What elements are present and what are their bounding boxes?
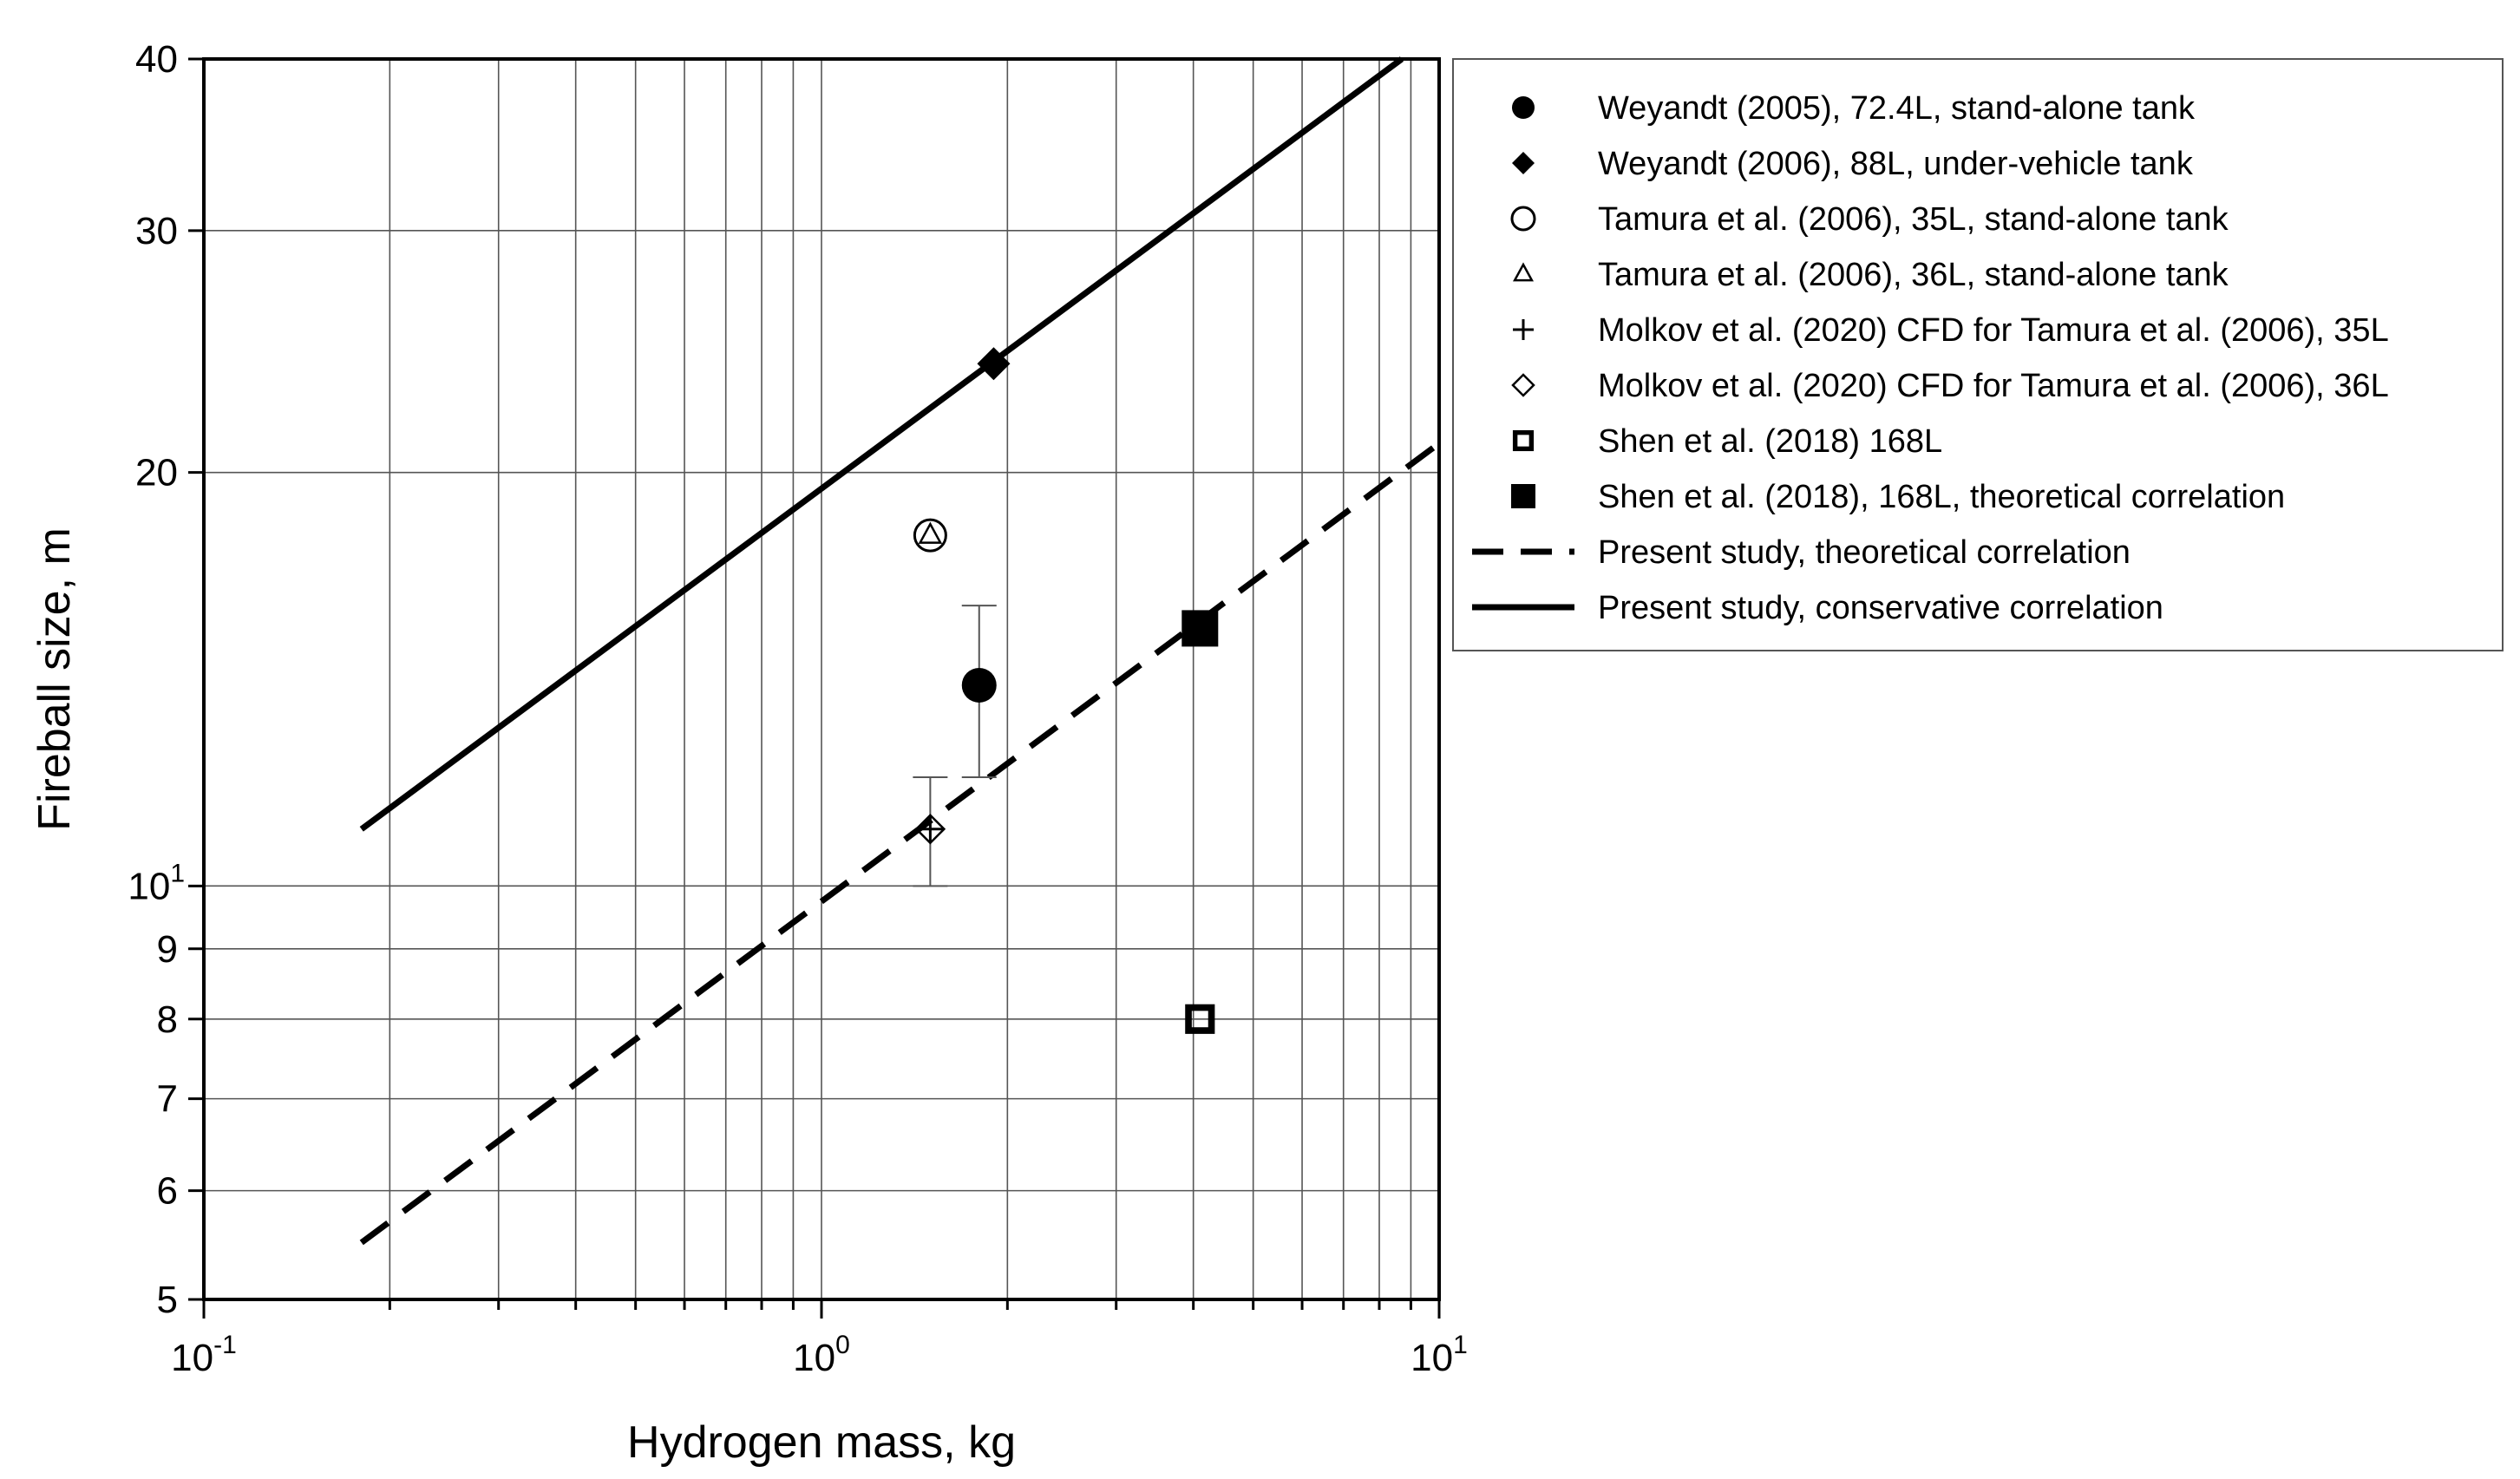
legend-swatch-open-triangle xyxy=(1512,262,1535,282)
y-tick-label: 8 xyxy=(157,998,178,1041)
legend-label: Present study, conservative correlation xyxy=(1598,590,2163,626)
legend-swatch-filled-circle xyxy=(1512,96,1535,119)
data-point-open-square xyxy=(1185,1004,1215,1034)
legend-swatch-filled-square xyxy=(1511,484,1535,508)
legend-swatch-open-diamond xyxy=(1511,373,1535,397)
theoretical-correlation-line xyxy=(359,441,1442,1246)
legend-box xyxy=(1452,58,2504,651)
y-tick-label: 7 xyxy=(157,1078,178,1121)
legend-label: Weyandt (2005), 72.4L, stand-alone tank xyxy=(1598,90,2196,127)
correlation-lines xyxy=(359,56,1442,1246)
legend-swatch-plus xyxy=(1513,319,1534,340)
grid xyxy=(203,58,1440,1300)
legend-swatch-filled-diamond xyxy=(1512,152,1535,174)
y-tick-label: 6 xyxy=(157,1170,178,1213)
y-tick-label: 5 xyxy=(157,1279,178,1321)
legend-label: Weyandt (2006), 88L, under-vehicle tank xyxy=(1598,146,2194,182)
legend-label: Shen et al. (2018) 168L xyxy=(1598,423,1942,460)
y-tick-label: 30 xyxy=(135,210,178,252)
legend-label: Tamura et al. (2006), 36L, stand-alone t… xyxy=(1598,257,2229,293)
legend-label: Molkov et al. (2020) CFD for Tamura et a… xyxy=(1598,368,2389,404)
y-tick-label: 9 xyxy=(157,928,178,971)
data-point-open-triangle xyxy=(918,521,943,544)
conservative-correlation-line xyxy=(359,56,1404,832)
data-point-open-diamond xyxy=(914,814,946,845)
y-axis-title: Fireball size, m xyxy=(29,527,80,831)
data-markers xyxy=(913,347,1219,1034)
data-point-plus xyxy=(917,815,944,842)
x-axis-title: Hydrogen mass, kg xyxy=(627,1417,1016,1468)
legend-swatch-open-circle xyxy=(1510,206,1536,232)
legend-swatch-open-square xyxy=(1512,429,1535,452)
legend-label: Tamura et al. (2006), 35L, stand-alone t… xyxy=(1598,201,2229,238)
data-point-filled-diamond xyxy=(977,347,1011,381)
data-point-filled-circle xyxy=(961,667,997,703)
y-tick-label: 20 xyxy=(135,452,178,494)
data-point-open-circle xyxy=(913,518,947,553)
legend: Weyandt (2005), 72.4L, stand-alone tank W… xyxy=(1452,58,2504,651)
y-tick-label: 40 xyxy=(135,38,178,81)
legend-label: Shen et al. (2018), 168L, theoretical co… xyxy=(1598,479,2285,515)
data-point-filled-square xyxy=(1181,610,1219,647)
legend-label: Molkov et al. (2020) CFD for Tamura et a… xyxy=(1598,312,2389,349)
legend-label: Present study, theoretical correlation xyxy=(1598,534,2131,571)
